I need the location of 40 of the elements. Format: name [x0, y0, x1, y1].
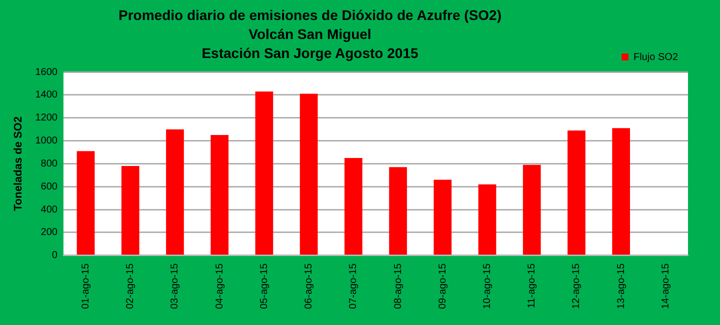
- y-axis-title: Toneladas de SO2: [12, 116, 25, 211]
- y-tick-label: 0: [52, 250, 58, 262]
- chart-title: Promedio diario de emisiones de Dióxido de Azufre (SO2): [118, 6, 502, 25]
- x-tick-label: 05-ago-15: [258, 262, 270, 310]
- bar: [121, 166, 140, 255]
- y-tick-label: 600: [40, 181, 58, 192]
- y-tick-label: 1200: [35, 112, 58, 124]
- bar: [76, 151, 95, 255]
- bar: [300, 94, 318, 255]
- bar: [255, 91, 274, 255]
- x-tick-label: 06-ago-15: [304, 262, 315, 310]
- bar: [568, 130, 586, 255]
- bar: [434, 180, 452, 255]
- y-tick-label: 1600: [35, 66, 58, 78]
- y-tick-label: 1400: [35, 90, 58, 101]
- bar: [612, 128, 630, 255]
- x-tick-label: 02-ago-15: [125, 262, 136, 310]
- x-tick-label: 12-ago-15: [571, 262, 582, 310]
- bar: [522, 164, 541, 255]
- x-tick-label: 03-ago-15: [170, 262, 181, 310]
- y-tick-label: 200: [40, 227, 58, 238]
- bar: [478, 184, 496, 255]
- y-tick-label: 1000: [35, 136, 58, 147]
- bar: [166, 129, 184, 255]
- bar: [344, 158, 362, 255]
- bar: [210, 135, 229, 255]
- x-tick-label: 01-ago-15: [80, 262, 92, 310]
- x-tick-label: 10-ago-15: [482, 262, 493, 310]
- y-tick-label: 400: [40, 204, 58, 216]
- bar: [389, 167, 407, 255]
- x-tick-label: 14-ago-15: [660, 262, 672, 310]
- x-tick-label: 04-ago-15: [214, 262, 226, 310]
- x-tick-label: 13-ago-15: [616, 262, 627, 310]
- x-tick-label: 08-ago-15: [392, 262, 404, 310]
- legend-label: Flujo SO2: [634, 52, 678, 63]
- x-tick-label: 07-ago-15: [348, 262, 360, 310]
- y-tick-label: 800: [40, 158, 58, 170]
- chart-subtitle: Volcán San Miguel Estación San Jorge Agosto 2015: [200, 25, 420, 63]
- x-tick-label: 11-ago-15: [526, 262, 538, 308]
- x-tick-label: 09-ago-15: [437, 262, 448, 310]
